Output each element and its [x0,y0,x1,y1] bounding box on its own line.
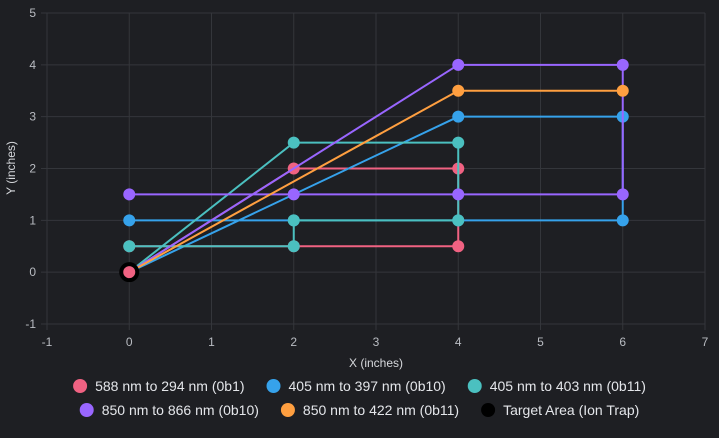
data-point [452,84,465,97]
series-3 [123,58,629,279]
legend-label: 850 nm to 422 nm (0b11) [303,402,459,418]
legend-item: 405 nm to 397 nm (0b10) [266,378,446,394]
data-point [452,136,465,149]
legend-item: 850 nm to 866 nm (0b10) [79,402,259,418]
x-tick-label: 3 [373,335,380,349]
series-group [119,58,629,283]
data-point [616,214,629,227]
x-axis-title: X (inches) [349,356,403,370]
data-point [616,84,629,97]
y-tick-label: 3 [29,110,36,124]
legend-label: Target Area (Ion Trap) [503,402,639,418]
data-point [452,214,465,227]
legend-item: 405 nm to 403 nm (0b11) [467,378,646,394]
data-point [123,188,136,201]
y-tick-label: 2 [29,162,36,176]
legend-item: 588 nm to 294 nm (0b1) [73,378,245,394]
data-point [452,188,465,201]
legend-label: 588 nm to 294 nm (0b1) [95,378,244,394]
x-tick-label: 6 [619,335,626,349]
data-point [616,188,629,201]
legend-label: 850 nm to 866 nm (0b10) [102,402,259,418]
data-point [452,58,465,71]
legend-item: 850 nm to 422 nm (0b11) [280,402,459,418]
x-tick-label: 5 [537,335,544,349]
legend-swatch [79,403,94,417]
x-tick-label: 0 [126,335,133,349]
y-tick-label: 4 [29,58,36,72]
legend-label: 405 nm to 403 nm (0b11) [490,378,646,394]
y-axis-title: Y (inches) [4,141,18,195]
legend-label: 405 nm to 397 nm (0b10) [289,378,446,394]
axis-ticks: -1 0 1 2 3 4 5 6 7 -1 0 1 2 3 4 5 [25,6,708,349]
y-tick-label: 1 [29,213,36,227]
legend-swatch [73,379,88,393]
data-point [119,262,140,283]
x-tick-label: -1 [42,335,53,349]
data-point [287,136,300,149]
legend: 588 nm to 294 nm (0b1) 405 nm to 397 nm (… [73,378,646,418]
y-tick-label: 0 [29,265,36,279]
data-point [287,214,300,227]
y-tick-label: 5 [29,6,36,20]
data-point [123,214,136,227]
legend-swatch [481,403,496,417]
data-point [287,240,300,253]
x-tick-label: 7 [702,335,709,349]
data-point [123,240,136,253]
legend-swatch [280,403,295,417]
data-point [452,110,465,123]
grid [41,12,706,330]
legend-item: Target Area (Ion Trap) [481,402,639,418]
series-5 [119,262,140,283]
x-tick-label: 4 [455,335,462,349]
data-point [287,188,300,201]
data-point [452,240,465,253]
y-tick-label: -1 [25,317,36,331]
legend-swatch [266,379,281,393]
legend-swatch [467,379,482,393]
data-point [616,58,629,71]
x-tick-label: 2 [290,335,297,349]
x-tick-label: 1 [208,335,215,349]
